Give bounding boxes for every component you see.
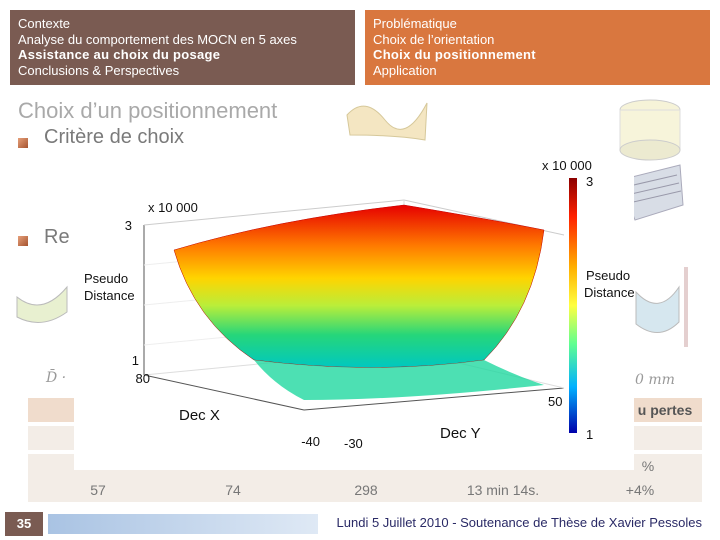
bullet-text-1: Critère de choix	[44, 126, 185, 148]
mini-surface-left-image	[16, 285, 68, 323]
z-tick-bottom: 1	[132, 353, 139, 368]
table-cell: +4%	[625, 482, 655, 498]
x-tick-top: 80	[136, 371, 150, 386]
math-formula-right: 0 mm	[635, 372, 675, 388]
footer-text: Lundi 5 Juillet 2010 - Soutenance de Thè…	[336, 515, 702, 530]
mini-surface-right-image	[635, 267, 688, 347]
header-right-item-3[interactable]: Choix du positionnement	[373, 47, 536, 62]
surface-mesh	[173, 204, 545, 368]
colorbar	[569, 178, 577, 433]
bullet-text-2: Re	[44, 226, 70, 248]
header-left-panel: Contexte Analyse du comportement des MOC…	[10, 10, 355, 85]
header-right-item-4[interactable]: Application	[373, 62, 437, 78]
part-model-image	[619, 99, 684, 221]
table-header-cell: u pertes	[637, 402, 693, 418]
colorbar-label-line2: Distance	[584, 285, 634, 300]
surface-chart: x 10 000 3 Pseudo Distance 1 80 Dec X -4…	[84, 158, 635, 451]
table-cell: 298	[354, 482, 378, 498]
colorbar-label-line1: Pseudo	[586, 268, 630, 283]
x-axis-label: Dec X	[179, 407, 220, 424]
surface-thumbnail-image	[346, 102, 428, 141]
header-right-item-1[interactable]: Problématique	[373, 16, 457, 31]
header-left-item-4[interactable]: Conclusions & Perspectives	[18, 62, 180, 78]
header-right-panel: Problématique Choix de l’orientation Cho…	[365, 10, 710, 85]
z-axis-label-line1: Pseudo	[84, 271, 128, 286]
z-tick-top: 3	[125, 218, 132, 233]
math-formula-left: D̄ ·	[46, 370, 67, 386]
surface-bottom	[254, 360, 544, 400]
y-tick-bottom: -30	[344, 436, 363, 451]
z-multiplier-label: x 10 000	[148, 200, 198, 215]
header-left-item-3[interactable]: Assistance au choix du posage	[18, 47, 221, 62]
bullet-icon	[18, 138, 28, 148]
table-cell: 57	[90, 482, 106, 498]
colorbar-tick-bottom: 1	[586, 427, 593, 442]
footer-bar	[48, 514, 318, 534]
y-tick-top: 50	[548, 394, 562, 409]
colorbar-tick-top: 3	[586, 174, 593, 189]
bullet-icon	[18, 236, 28, 246]
header-left-item-2[interactable]: Analyse du comportement des MOCN en 5 ax…	[18, 31, 297, 47]
table-row: 57 74 298 13 min 14s. +4%	[28, 478, 702, 502]
slide-number: 35	[5, 512, 43, 536]
table-cell: %	[641, 458, 655, 474]
colorbar-multiplier: x 10 000	[542, 160, 592, 173]
table-cell: 13 min 14s.	[466, 482, 540, 498]
slide-title: Choix d’un positionnement	[18, 98, 278, 123]
header-right-item-2[interactable]: Choix de l’orientation	[373, 31, 495, 47]
surface-chart-popup: x 10 000 3 Pseudo Distance 1 80 Dec X -4…	[74, 158, 635, 470]
x-tick-bottom: -40	[301, 434, 320, 449]
header-left-item-1[interactable]: Contexte	[18, 16, 71, 31]
y-axis-label: Dec Y	[440, 425, 481, 442]
z-axis-label-line2: Distance	[84, 288, 135, 303]
table-cell: 74	[225, 482, 241, 498]
